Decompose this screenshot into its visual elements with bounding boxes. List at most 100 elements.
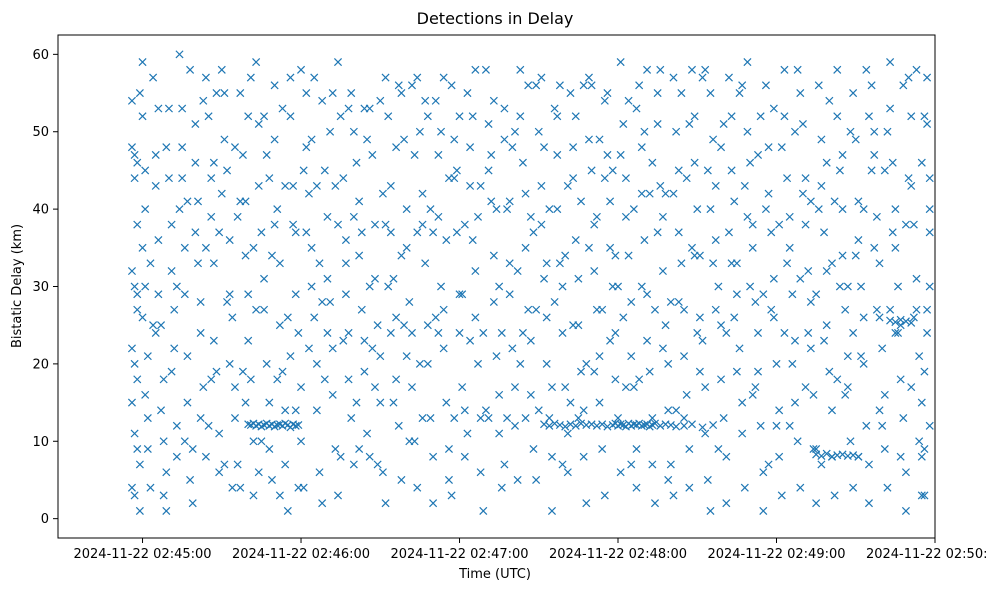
data-point [127,266,136,276]
data-point [500,104,509,113]
data-point [909,220,918,229]
data-point [801,220,810,229]
data-point [262,150,271,159]
data-point [426,414,435,423]
data-point [368,344,377,353]
data-point [756,112,765,121]
data-point [569,143,578,152]
data-point [154,104,163,113]
points-layer [127,50,934,515]
data-point [333,220,343,229]
data-point [215,468,224,477]
data-point [289,181,298,190]
data-point [312,359,321,368]
data-point [904,73,913,82]
data-point [130,282,139,291]
y-tick-label: 60 [32,48,49,63]
data-point [397,89,406,98]
data-point [518,328,527,337]
data-point [209,336,218,345]
data-point [500,460,509,469]
data-point [640,420,649,430]
data-point [405,437,414,446]
data-point [384,282,393,291]
data-point [304,189,313,198]
data-point [133,444,142,454]
data-point [682,174,691,183]
data-point [291,228,300,237]
data-point [793,65,802,74]
data-point [444,444,453,454]
data-point [701,65,710,74]
data-point [648,158,657,167]
data-point [669,491,678,500]
data-point [851,251,860,260]
data-point [825,96,834,105]
data-point [133,158,142,167]
data-point [405,297,414,307]
data-point [629,383,638,392]
data-point [473,212,483,221]
data-point [917,158,926,167]
data-point [849,451,858,460]
data-point [236,89,245,98]
data-point [180,290,189,299]
data-point [360,336,369,345]
data-point [566,398,575,407]
data-point [862,421,871,430]
data-point [199,383,208,392]
data-point [783,259,792,268]
data-point [653,119,662,129]
data-point [732,367,741,376]
data-point [907,181,916,190]
data-point [291,421,300,430]
data-point [207,174,216,183]
data-point [775,220,784,229]
data-point [230,143,240,152]
data-point [616,150,625,159]
data-point [159,437,168,446]
data-point [788,290,797,299]
data-point [632,444,641,454]
data-point [545,205,554,214]
data-point [790,398,800,407]
data-point [849,483,858,492]
data-point [685,444,694,454]
data-point [127,96,136,105]
data-point [666,460,675,469]
data-point [677,259,686,268]
data-point [333,58,343,67]
data-point [748,243,757,252]
y-tick-label: 10 [32,435,49,450]
data-point [650,419,660,428]
data-point [907,318,916,327]
data-point [191,119,200,129]
data-point [386,328,395,337]
data-point [817,135,826,144]
data-point [717,143,726,152]
data-point [273,375,282,384]
data-point [785,212,794,221]
data-point [423,112,432,121]
data-point [746,282,755,291]
data-point [273,205,282,214]
data-point [854,197,863,206]
data-point [260,305,269,314]
data-point [553,205,562,214]
data-point [603,150,612,159]
data-point [759,290,768,299]
data-point [862,65,871,74]
data-point [640,236,649,245]
data-point [753,150,763,159]
data-point [664,406,673,415]
data-point [439,73,448,82]
data-point [550,297,559,307]
data-point [743,127,752,136]
data-point [392,143,401,152]
data-point [246,375,255,384]
data-point [452,166,461,175]
data-point [328,390,337,399]
data-point [505,290,514,299]
data-point [360,104,369,113]
data-point [204,421,213,430]
